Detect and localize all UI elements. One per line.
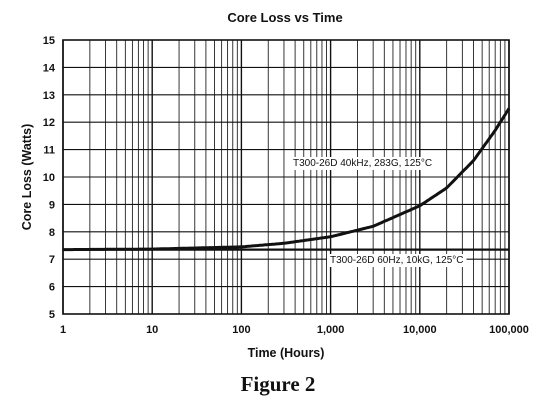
x-tick-label: 10: [146, 324, 158, 336]
tick-labels: 1 10 100 1,000 10,000 100,000 5 6 7 8 9 10 11 12 13 14 1…: [43, 35, 529, 336]
figure-caption: Figure 2: [241, 372, 316, 396]
y-tick-label: 13: [43, 90, 55, 102]
series-line-1: [63, 107, 511, 252]
y-tick-label: 8: [49, 227, 55, 239]
x-tick-label: 100: [232, 324, 250, 336]
series-label-1: T300-26D 40kHz, 283G, 125°C: [293, 158, 432, 169]
x-tick-label: 10,000: [403, 324, 437, 336]
y-tick-label: 14: [43, 62, 56, 74]
series-label-background: [327, 254, 467, 267]
y-tick-label: 5: [49, 309, 55, 321]
x-tick-label: 1: [60, 324, 66, 336]
x-tick-label: 100,000: [489, 324, 529, 336]
y-tick-label: 9: [49, 199, 55, 211]
x-tick-label: 1,000: [317, 324, 345, 336]
y-tick-label: 6: [49, 282, 55, 294]
series-labels: T300-26D 40kHz, 283G, 125°C T300-26D 60Hz…: [290, 157, 467, 267]
chart-title: Core Loss vs Time: [227, 10, 342, 25]
y-tick-label: 7: [49, 254, 55, 266]
y-tick-label: 15: [43, 35, 55, 47]
y-axis-label: Core Loss (Watts): [20, 124, 34, 231]
y-tick-label: 10: [43, 172, 55, 184]
series-label-background: [290, 157, 436, 170]
y-tick-label: 11: [43, 145, 55, 157]
series-layer: [63, 107, 511, 252]
x-axis-label: Time (Hours): [248, 346, 325, 360]
plot-frame: [62, 39, 510, 315]
grid: [62, 39, 510, 315]
series-label-2: T300-26D 60Hz, 10kG, 125°C: [330, 255, 464, 266]
y-tick-label: 12: [43, 117, 55, 129]
